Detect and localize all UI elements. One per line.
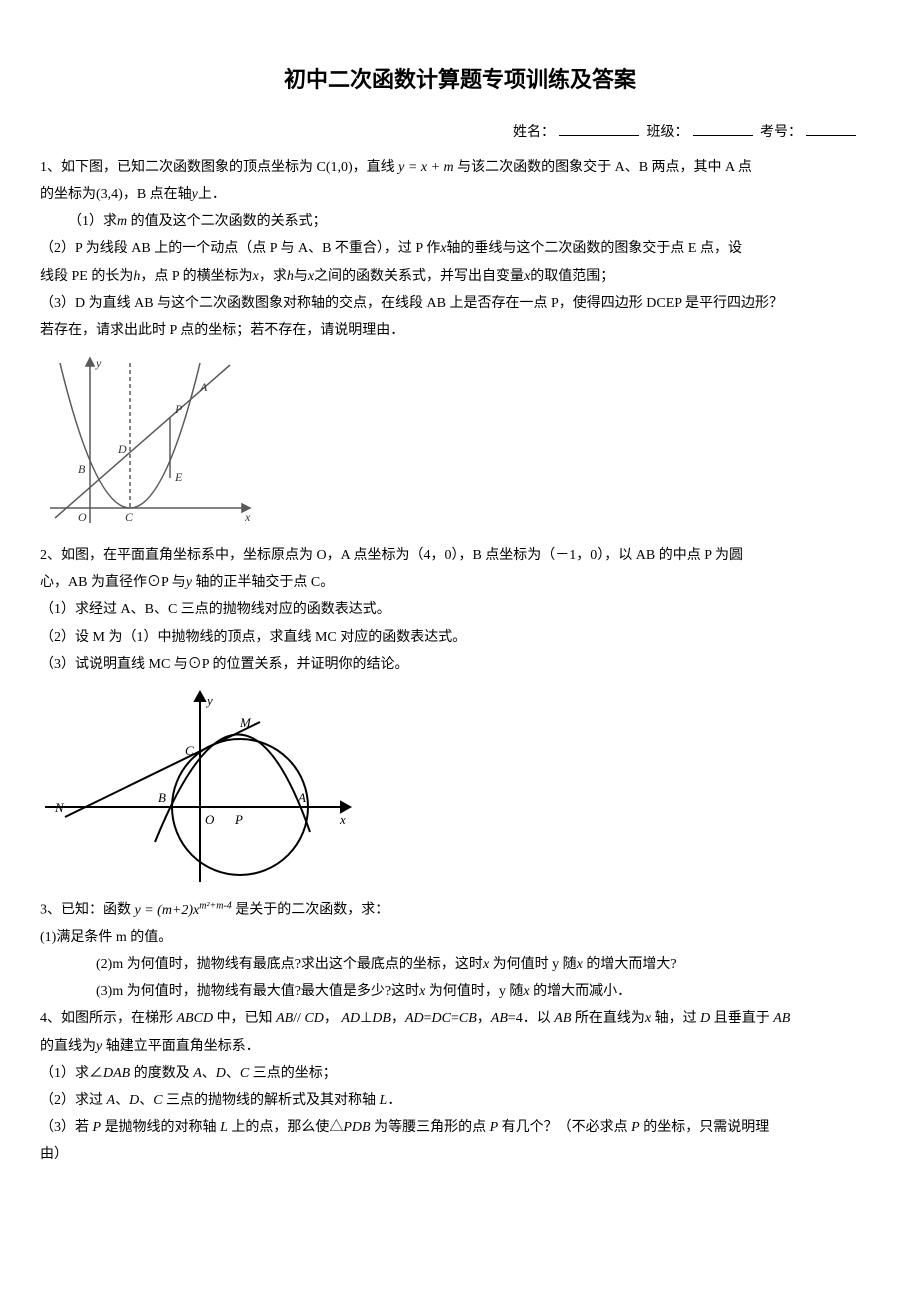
- svg-text:B: B: [158, 790, 166, 805]
- name-label: 姓名：: [513, 125, 555, 140]
- svg-text:y: y: [205, 693, 213, 708]
- svg-text:y: y: [95, 356, 102, 370]
- svg-text:O: O: [205, 812, 215, 827]
- q1-part3a: （3）D 为直线 AB 与这个二次函数图象对称轴的交点，在线段 AB 上是否存在…: [40, 291, 880, 316]
- svg-text:A: A: [297, 790, 306, 805]
- figure1: y x O C A B D P E: [40, 353, 880, 533]
- q3-line1: 3、已知：函数 y = (m+2)xm²+m-4 是关于的二次函数，求：: [40, 897, 880, 923]
- svg-text:N: N: [54, 800, 65, 815]
- q3-part3: (3)m 为何值时，抛物线有最大值?最大值是多少?这时x 为何值时，y 随x 的…: [40, 979, 880, 1004]
- q4-line2: 的直线为y 轴建立平面直角坐标系．: [40, 1034, 880, 1059]
- q1-part1: （1）求m 的值及这个二次函数的关系式；: [40, 209, 880, 234]
- q1-part2a: （2）P 为线段 AB 上的一个动点（点 P 与 A、B 不重合），过 P 作x…: [40, 236, 880, 261]
- svg-text:A: A: [199, 380, 208, 394]
- student-info: 姓名： 班级： 考号：: [40, 120, 880, 145]
- q4-part2: （2）求过 A、D、C 三点的抛物线的解析式及其对称轴 L．: [40, 1088, 880, 1113]
- q4-part1: （1）求∠DAB 的度数及 A、D、C 三点的坐标；: [40, 1061, 880, 1086]
- name-blank: [559, 135, 639, 136]
- figure2: y x O P A B C M N: [40, 687, 880, 887]
- svg-text:M: M: [239, 715, 252, 730]
- q3-part2: (2)m 为何值时，抛物线有最底点?求出这个最底点的坐标，这时x 为何值时 y …: [40, 952, 880, 977]
- svg-text:C: C: [125, 510, 134, 524]
- q2-part2: （2）设 M 为（1）中抛物线的顶点，求直线 MC 对应的函数表达式。: [40, 625, 880, 650]
- svg-text:C: C: [185, 743, 194, 758]
- id-blank: [806, 135, 856, 136]
- q2-part1: （1）求经过 A、B、C 三点的抛物线对应的函数表达式。: [40, 597, 880, 622]
- q1-part3b: 若存在，请求出此时 P 点的坐标；若不存在，请说明理由．: [40, 318, 880, 343]
- svg-text:x: x: [244, 510, 251, 524]
- svg-text:O: O: [78, 510, 87, 524]
- class-label: 班级：: [647, 125, 689, 140]
- class-blank: [693, 135, 753, 136]
- page-title: 初中二次函数计算题专项训练及答案: [40, 60, 880, 100]
- q2-part3: （3）试说明直线 MC 与⊙P 的位置关系，并证明你的结论。: [40, 652, 880, 677]
- svg-text:x: x: [339, 812, 346, 827]
- id-label: 考号：: [760, 125, 802, 140]
- svg-text:B: B: [78, 462, 86, 476]
- q2-line2: 心，AB 为直径作⊙P 与y 轴的正半轴交于点 C。: [40, 570, 880, 595]
- q4-line1: 4、如图所示，在梯形 ABCD 中，已知 AB// CD， AD⊥DB，AD=D…: [40, 1006, 880, 1031]
- svg-text:P: P: [234, 812, 243, 827]
- q3-part1: (1)满足条件 m 的值。: [40, 925, 880, 950]
- q1-line2: 的坐标为(3,4)，B 点在轴y上．: [40, 182, 880, 207]
- q1-part2b: 线段 PE 的长为h，点 P 的横坐标为x，求h与x之间的函数关系式，并写出自变…: [40, 264, 880, 289]
- q4-part3b: 由）: [40, 1142, 880, 1167]
- q2-line1: 2、如图，在平面直角坐标系中，坐标原点为 O，A 点坐标为（4，0），B 点坐标…: [40, 543, 880, 568]
- svg-text:P: P: [174, 402, 183, 416]
- q4-part3: （3）若 P 是抛物线的对称轴 L 上的点，那么使△PDB 为等腰三角形的点 P…: [40, 1115, 880, 1140]
- svg-text:D: D: [117, 442, 127, 456]
- content: 1、如下图，已知二次函数图象的顶点坐标为 C(1,0)，直线 y = x + m…: [40, 155, 880, 1168]
- q1-line1: 1、如下图，已知二次函数图象的顶点坐标为 C(1,0)，直线 y = x + m…: [40, 155, 880, 180]
- svg-text:E: E: [174, 470, 183, 484]
